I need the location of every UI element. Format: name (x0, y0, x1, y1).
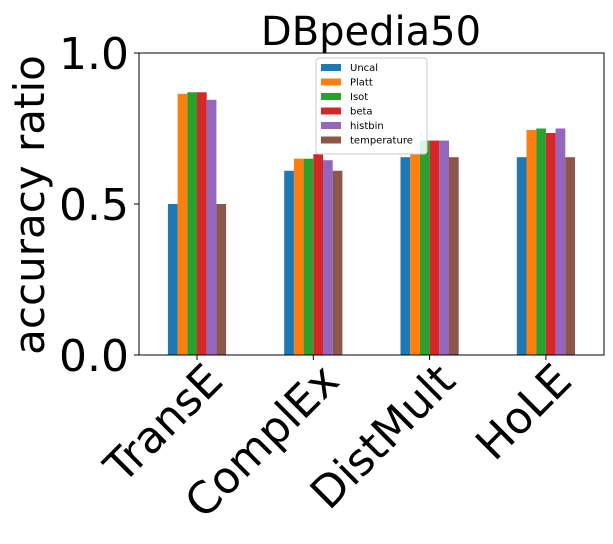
bar-isot-complex (303, 158, 314, 355)
legend-label-uncal: Uncal (350, 63, 378, 74)
bar-isot-distmult (419, 140, 430, 355)
x-tick-label: HoLE (466, 355, 581, 470)
legend-label-platt: Platt (350, 78, 373, 89)
legend-label-histbin: histbin (350, 121, 384, 132)
bar-platt-hole (526, 130, 537, 355)
bar-beta-hole (545, 133, 556, 355)
bar-beta-complex (313, 154, 323, 355)
chart-title: DBpedia50 (261, 9, 481, 55)
legend-swatch-histbin (321, 122, 341, 129)
legend-swatch-platt (321, 78, 341, 86)
legend-label-temperature: temperature (350, 136, 413, 147)
legend-swatch-beta (321, 107, 341, 115)
legend-swatch-temperature (321, 136, 341, 144)
bar-platt-transe (177, 93, 188, 356)
bar-temperature-hole (565, 157, 575, 355)
bar-temperature-complex (332, 170, 343, 355)
bar-isot-hole (536, 128, 546, 355)
bar-uncal-distmult (400, 157, 411, 355)
bar-platt-distmult (410, 154, 420, 355)
bar-isot-transe (187, 92, 197, 355)
legend-label-beta: beta (350, 107, 373, 118)
legend-swatch-uncal (321, 64, 341, 71)
bar-beta-distmult (429, 140, 440, 355)
bar-histbin-transe (206, 99, 217, 355)
y-tick-label: 1.0 (59, 29, 129, 80)
bar-uncal-hole (516, 157, 527, 355)
bar-histbin-hole (555, 128, 566, 355)
bar-histbin-complex (323, 160, 333, 355)
bar-histbin-distmult (439, 140, 449, 355)
bar-temperature-transe (216, 204, 227, 355)
bar-temperature-distmult (449, 157, 459, 355)
bar-uncal-complex (284, 170, 294, 355)
legend-swatch-isot (321, 93, 341, 100)
bar-uncal-transe (167, 204, 178, 355)
legend: Uncal Platt Isot beta histbin temperature (315, 57, 428, 155)
y-axis-label: accuracy ratio (5, 55, 54, 355)
bar-beta-transe (197, 92, 207, 355)
bar-platt-complex (293, 158, 304, 355)
y-tick-label: 0.0 (59, 331, 129, 382)
legend-label-isot: Isot (350, 92, 368, 103)
y-tick-label: 0.5 (59, 180, 129, 231)
legend-box (315, 57, 428, 155)
